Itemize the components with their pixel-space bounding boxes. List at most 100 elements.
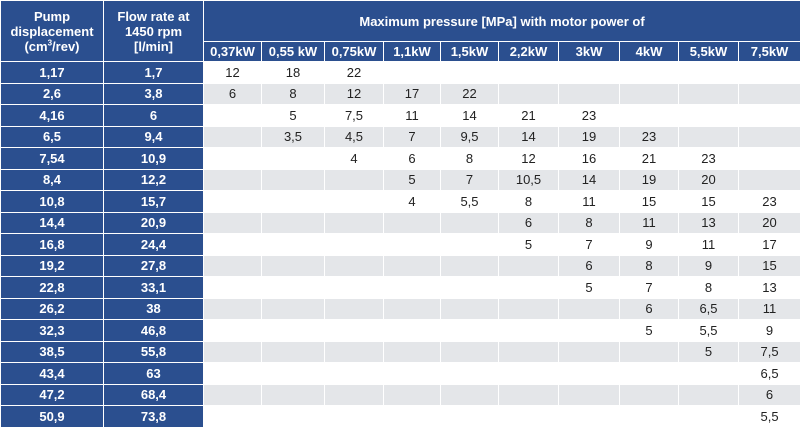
pressure-cell xyxy=(440,362,499,385)
pressure-cell xyxy=(324,319,384,342)
pressure-cell xyxy=(440,276,499,299)
table-row: 14,4 20,9 6 8 11 13 20 xyxy=(0,211,800,234)
table-row: 19,2 27,8 6 8 9 15 xyxy=(0,254,800,277)
pressure-cell xyxy=(261,190,325,213)
pressure-cell: 8 xyxy=(558,211,620,234)
pressure-cell xyxy=(261,405,325,428)
table-row: 1,17 1,7 12 18 22 xyxy=(0,61,800,84)
header-power-4: 1,5kW xyxy=(440,41,499,62)
pressure-cell xyxy=(737,104,800,127)
pressure-cell: 8 xyxy=(261,82,325,105)
pressure-cell: 3,5 xyxy=(261,125,325,148)
pressure-cell: 12 xyxy=(498,147,559,170)
pressure-cell: 4 xyxy=(383,190,441,213)
pressure-cell xyxy=(558,297,620,320)
flow-cell: 15,7 xyxy=(103,190,204,213)
pressure-cell xyxy=(737,147,800,170)
pressure-cell xyxy=(203,190,262,213)
pressure-cell xyxy=(558,362,620,385)
displacement-cell: 1,17 xyxy=(0,61,104,84)
pressure-cell: 7,5 xyxy=(737,340,800,363)
pressure-cell: 8 xyxy=(619,254,679,277)
pressure-cell: 23 xyxy=(737,190,800,213)
pressure-cell xyxy=(324,340,384,363)
pressure-cell xyxy=(203,319,262,342)
pressure-cell: 8 xyxy=(440,147,499,170)
pressure-cell: 21 xyxy=(619,147,679,170)
pressure-cell xyxy=(678,383,739,406)
pressure-cell xyxy=(440,211,499,234)
pressure-cell xyxy=(440,233,499,256)
pressure-cell xyxy=(324,276,384,299)
pressure-cell xyxy=(324,168,384,191)
displacement-cell: 47,2 xyxy=(0,383,104,406)
pressure-cell xyxy=(383,211,441,234)
pressure-cell: 20 xyxy=(678,168,739,191)
table-row: 47,2 68,4 6 xyxy=(0,383,800,406)
pressure-cell xyxy=(261,168,325,191)
table-row: 2,6 3,8 6 8 12 17 22 xyxy=(0,82,800,105)
pressure-cell: 5,5 xyxy=(678,319,739,342)
pressure-cell xyxy=(440,297,499,320)
pressure-cell xyxy=(619,340,679,363)
pressure-cell: 5,5 xyxy=(440,190,499,213)
pressure-cell: 7 xyxy=(440,168,499,191)
displacement-cell: 22,8 xyxy=(0,276,104,299)
pressure-cell xyxy=(498,319,559,342)
displacement-cell: 19,2 xyxy=(0,254,104,277)
flow-cell: 55,8 xyxy=(103,340,204,363)
pressure-cell xyxy=(678,104,739,127)
pressure-cell: 5 xyxy=(558,276,620,299)
pressure-cell: 9 xyxy=(737,319,800,342)
flow-cell: 12,2 xyxy=(103,168,204,191)
pressure-cell: 6,5 xyxy=(737,362,800,385)
pressure-cell: 5 xyxy=(261,104,325,127)
displacement-cell: 32,3 xyxy=(0,319,104,342)
pressure-cell xyxy=(440,405,499,428)
pressure-cell xyxy=(203,405,262,428)
pressure-cell: 14 xyxy=(558,168,620,191)
pressure-cell xyxy=(324,254,384,277)
pressure-cell: 5,5 xyxy=(737,405,800,428)
flow-cell: 24,4 xyxy=(103,233,204,256)
flow-cell: 9,4 xyxy=(103,125,204,148)
pressure-cell: 6 xyxy=(619,297,679,320)
flow-cell: 33,1 xyxy=(103,276,204,299)
pressure-cell xyxy=(383,362,441,385)
pressure-cell xyxy=(498,254,559,277)
pressure-cell xyxy=(261,297,325,320)
flow-cell: 63 xyxy=(103,362,204,385)
pressure-cell: 23 xyxy=(558,104,620,127)
pressure-cell: 5 xyxy=(678,340,739,363)
pressure-cell xyxy=(558,340,620,363)
pressure-cell xyxy=(619,82,679,105)
table-row: 6,5 9,4 3,5 4,5 7 9,5 14 19 23 xyxy=(0,125,800,148)
pressure-cell xyxy=(619,104,679,127)
pressure-cell xyxy=(383,276,441,299)
pressure-cell: 12 xyxy=(203,61,262,84)
table-row: 43,4 63 6,5 xyxy=(0,362,800,385)
pressure-cell: 19 xyxy=(619,168,679,191)
pressure-cell: 14 xyxy=(440,104,499,127)
pressure-cell xyxy=(203,276,262,299)
pressure-cell xyxy=(558,82,620,105)
pressure-cell: 13 xyxy=(737,276,800,299)
pressure-cell: 5 xyxy=(498,233,559,256)
pressure-cell: 11 xyxy=(558,190,620,213)
pressure-cell xyxy=(619,362,679,385)
pressure-cell xyxy=(324,297,384,320)
header-title: Maximum pressure [MPa] with motor power … xyxy=(202,0,800,42)
pressure-cell xyxy=(203,211,262,234)
pressure-cell xyxy=(619,61,679,84)
pressure-cell xyxy=(203,104,262,127)
pressure-cell xyxy=(324,211,384,234)
pressure-cell: 7 xyxy=(558,233,620,256)
pressure-cell: 17 xyxy=(383,82,441,105)
pressure-cell xyxy=(440,340,499,363)
displacement-cell: 6,5 xyxy=(0,125,104,148)
pressure-cell: 4,5 xyxy=(324,125,384,148)
displacement-cell: 14,4 xyxy=(0,211,104,234)
pressure-cell xyxy=(383,319,441,342)
header-power-0: 0,37kW xyxy=(203,41,262,62)
pressure-cell xyxy=(324,233,384,256)
